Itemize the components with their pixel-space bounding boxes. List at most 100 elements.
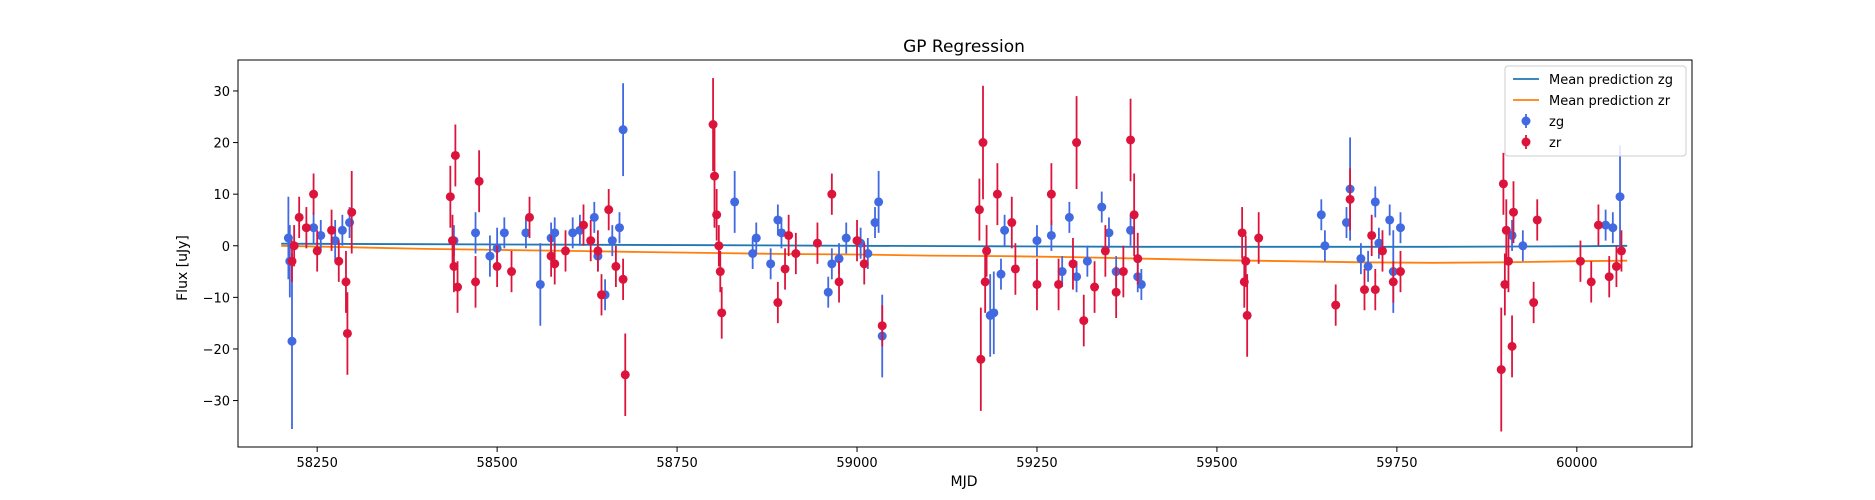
data-point <box>334 256 344 266</box>
x-tick-label: 59250 <box>1016 456 1057 471</box>
data-point <box>1064 212 1074 222</box>
data-point <box>1097 202 1107 212</box>
data-point <box>1395 223 1405 233</box>
data-point <box>618 125 628 135</box>
data-point <box>550 259 560 269</box>
data-point <box>597 290 606 300</box>
data-point <box>1242 310 1252 320</box>
data-point <box>980 277 990 287</box>
data-point <box>289 241 299 251</box>
data-point <box>976 354 986 364</box>
data-point <box>1604 272 1614 282</box>
data-point <box>345 218 355 228</box>
data-point <box>327 225 337 235</box>
data-point <box>1507 341 1517 351</box>
data-point <box>287 336 297 346</box>
data-point <box>1046 189 1056 199</box>
data-point <box>717 308 727 318</box>
data-point <box>1331 300 1341 310</box>
chart-title: GP Regression <box>903 37 1025 57</box>
data-point <box>1359 285 1369 295</box>
data-point <box>859 259 869 269</box>
data-point <box>1136 279 1146 289</box>
data-point <box>550 228 560 238</box>
mean-prediction-line-2 <box>281 244 1628 264</box>
data-point <box>823 287 833 297</box>
data-point <box>1046 230 1056 240</box>
data-point <box>1616 246 1626 256</box>
data-point <box>992 189 1002 199</box>
legend-label: Mean prediction zr <box>1549 94 1671 109</box>
data-point <box>978 138 988 148</box>
data-point <box>877 321 887 331</box>
data-point <box>301 223 311 233</box>
data-point <box>1601 220 1611 230</box>
data-point <box>1501 225 1511 235</box>
data-point <box>1586 277 1596 287</box>
data-point <box>1316 210 1326 220</box>
data-point <box>870 218 880 228</box>
legend-box <box>1504 65 1687 157</box>
data-point <box>499 228 509 238</box>
data-point <box>620 370 630 380</box>
data-point <box>474 176 484 186</box>
data-point <box>1611 261 1621 271</box>
x-tick-label: 60000 <box>1556 456 1597 471</box>
data-point <box>863 249 873 258</box>
data-point <box>834 254 844 264</box>
data-point <box>1010 264 1020 274</box>
data-point <box>1496 365 1506 375</box>
data-point <box>1345 194 1355 204</box>
data-point <box>614 223 624 233</box>
axes-frame <box>237 59 1693 448</box>
data-point <box>714 241 724 251</box>
data-point <box>611 261 621 271</box>
data-point <box>1388 277 1398 287</box>
data-point <box>1133 254 1143 264</box>
data-point <box>852 236 862 246</box>
data-point <box>812 238 822 248</box>
data-point <box>618 274 628 284</box>
data-point <box>453 282 463 292</box>
data-point <box>1498 179 1508 189</box>
data-point <box>450 150 460 160</box>
data-point <box>1072 138 1082 148</box>
data-point <box>579 220 589 230</box>
y-tick-label: 20 <box>213 137 230 152</box>
data-point <box>1032 279 1042 289</box>
data-point <box>751 233 761 243</box>
data-point <box>341 277 351 287</box>
y-tick-label: 30 <box>213 85 230 100</box>
data-point <box>827 189 837 199</box>
data-point <box>1374 238 1384 248</box>
data-point <box>342 328 352 338</box>
data-point <box>712 210 722 220</box>
data-point <box>1608 223 1618 233</box>
y-tick-label: −20 <box>203 343 230 358</box>
mean-prediction-line-1 <box>281 242 1628 248</box>
data-point <box>989 308 999 318</box>
y-tick-label: 10 <box>213 188 230 203</box>
data-point <box>1032 236 1042 246</box>
y-tick-label: 0 <box>222 240 230 255</box>
data-point <box>1370 197 1380 207</box>
data-point <box>586 236 596 246</box>
data-point <box>1054 279 1064 289</box>
data-point <box>1341 218 1351 228</box>
data-point <box>1241 256 1251 266</box>
data-point <box>1363 261 1373 271</box>
data-point <box>607 236 617 246</box>
legend-point-marker <box>1521 116 1531 126</box>
data-point <box>1593 220 1603 230</box>
y-tick-label: −10 <box>203 291 230 306</box>
x-axis-ticks: 58250 58500 58750 59000 59250 59500 59750 60000 <box>296 447 1598 471</box>
data-point <box>1126 225 1136 235</box>
data-point <box>294 212 304 222</box>
data-point <box>589 212 599 222</box>
legend-label: zr <box>1549 136 1562 151</box>
data-point <box>312 246 322 256</box>
data-point <box>784 230 794 240</box>
data-point <box>347 207 357 217</box>
legend-point-marker <box>1521 137 1531 147</box>
data-point <box>1370 285 1380 295</box>
